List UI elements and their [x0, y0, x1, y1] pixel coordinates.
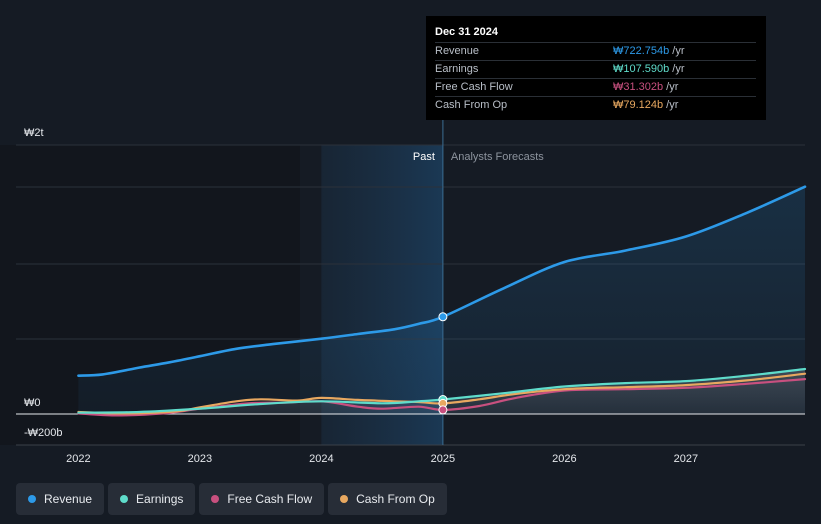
tooltip: Dec 31 2024 Revenue ₩722.754b /yr Earnin… [426, 16, 766, 120]
tooltip-unit: /yr [672, 45, 685, 57]
tooltip-name: Free Cash Flow [435, 81, 513, 93]
forecast-label: Analysts Forecasts [451, 151, 544, 163]
y-tick-label: -₩200b [24, 427, 63, 439]
tooltip-date: Dec 31 2024 [435, 26, 498, 38]
highlight-dot-fcf [438, 405, 448, 415]
legend-label: Revenue [44, 492, 93, 506]
tooltip-row-earnings: Earnings ₩107.590b /yr [435, 60, 756, 78]
revenue-area [78, 186, 805, 415]
x-tick-label: 2025 [431, 453, 455, 465]
x-axis: 2022 2023 2024 2025 2026 2027 [66, 453, 698, 465]
tooltip-unit: /yr [672, 63, 685, 75]
legend-dot-icon [120, 495, 129, 503]
series-line-earnings [77, 367, 807, 414]
y-tick-label: ₩0 [24, 397, 41, 409]
highlight-dot-revenue [438, 312, 448, 322]
x-tick-label: 2027 [674, 453, 698, 465]
tooltip-unit: /yr [666, 99, 679, 111]
y-axis: ₩2t ₩0 -₩200b [24, 127, 63, 439]
lower-series-area [78, 369, 805, 415]
tooltip-name: Cash From Op [435, 99, 508, 111]
tooltip-row-revenue: Revenue ₩722.754b /yr [435, 42, 756, 60]
legend-item-revenue[interactable]: Revenue [16, 483, 105, 515]
series-line-cfo [77, 372, 807, 415]
x-tick-label: 2023 [188, 453, 212, 465]
x-tick-label: 2022 [66, 453, 90, 465]
x-tick-label: 2026 [552, 453, 576, 465]
past-label: Past [413, 151, 435, 163]
legend-item-fcf[interactable]: Free Cash Flow [199, 483, 325, 515]
legend-dot-icon [28, 495, 36, 503]
tooltip-value: ₩79.124b [613, 99, 664, 111]
tooltip-name: Earnings [435, 63, 479, 75]
series-line-revenue [77, 185, 807, 377]
legend-label: Cash From Op [356, 492, 435, 506]
tooltip-value: ₩722.754b [613, 45, 670, 57]
legend-dot-icon [340, 495, 349, 503]
legend-item-cfo[interactable]: Cash From Op [328, 483, 447, 515]
y-tick-label: ₩2t [24, 127, 44, 139]
legend-item-earnings[interactable]: Earnings [108, 483, 196, 515]
x-tick-label: 2024 [309, 453, 333, 465]
tooltip-row-cfo: Cash From Op ₩79.124b /yr [435, 96, 756, 114]
legend-dot-icon [211, 495, 220, 503]
legend-label: Free Cash Flow [227, 492, 313, 506]
tooltip-row-fcf: Free Cash Flow ₩31.302b /yr [435, 78, 756, 96]
tooltip-value: ₩107.590b [613, 63, 670, 75]
tooltip-value: ₩31.302b [613, 81, 664, 93]
legend: Revenue Earnings Free Cash Flow Cash Fro… [16, 483, 447, 515]
tooltip-unit: /yr [666, 81, 679, 93]
tooltip-name: Revenue [435, 45, 480, 57]
series-lines [77, 185, 807, 417]
legend-label: Earnings [136, 492, 184, 506]
highlight-dots [438, 312, 448, 415]
